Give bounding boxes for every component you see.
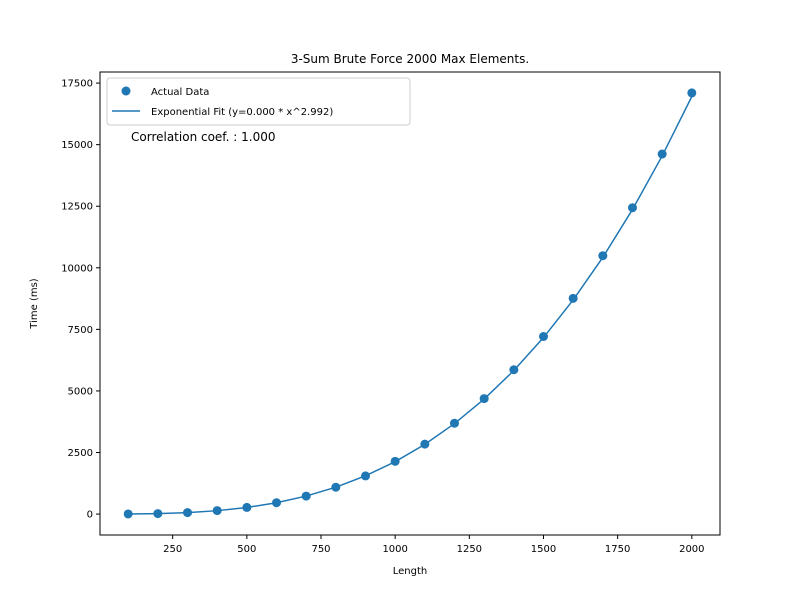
- data-point: [479, 394, 489, 404]
- x-tick-label: 1000: [382, 544, 407, 555]
- legend-frame: [106, 77, 411, 126]
- x-tick-label: 250: [163, 544, 182, 555]
- y-tick-label: 2500: [68, 448, 93, 459]
- data-point: [331, 482, 341, 492]
- data-point: [449, 418, 459, 428]
- y-tick-label: 17500: [61, 79, 93, 90]
- x-tick-label: 750: [311, 544, 330, 555]
- y-axis: 0 2500 5000 7500 10000 12500 15000 17500: [61, 79, 100, 521]
- data-point: [272, 498, 282, 508]
- data-point: [598, 251, 608, 261]
- legend-label-line: Exponential Fit (y=0.000 * x^2.992): [151, 107, 333, 118]
- data-point: [657, 149, 667, 159]
- x-axis: 250 500 750 1000 1250 1500 1750 2000: [163, 535, 705, 555]
- data-point: [212, 506, 222, 516]
- data-point: [687, 88, 697, 98]
- data-point: [568, 293, 578, 303]
- data-point: [390, 456, 400, 466]
- data-point: [361, 471, 371, 481]
- fit-line: [128, 96, 693, 515]
- x-tick-label: 2000: [679, 544, 704, 555]
- x-tick-label: 1500: [531, 544, 556, 555]
- correlation-annotation: Correlation coef. : 1.000: [131, 130, 276, 144]
- x-tick-label: 1750: [605, 544, 630, 555]
- data-point: [123, 509, 133, 519]
- y-tick-label: 12500: [61, 202, 93, 213]
- y-tick-label: 10000: [61, 263, 93, 274]
- plot-frame: [99, 71, 721, 536]
- chart-title: 3-Sum Brute Force 2000 Max Elements.: [291, 52, 529, 66]
- data-point: [153, 509, 163, 519]
- legend: Actual Data Exponential Fit (y=0.000 * x…: [106, 77, 411, 126]
- legend-marker-scatter: [121, 86, 131, 96]
- legend-label-scatter: Actual Data: [151, 87, 209, 98]
- y-tick-label: 5000: [68, 386, 93, 397]
- data-point: [420, 439, 430, 449]
- x-axis-label: Length: [393, 566, 428, 577]
- y-tick-label: 7500: [68, 325, 93, 336]
- x-tick-label: 1250: [457, 544, 482, 555]
- x-tick-label: 500: [237, 544, 256, 555]
- data-point: [183, 508, 193, 518]
- data-point: [509, 365, 519, 375]
- data-point: [627, 203, 637, 213]
- data-point: [538, 332, 548, 342]
- plot-area: [123, 88, 697, 519]
- data-point: [301, 491, 311, 501]
- y-tick-label: 15000: [61, 140, 93, 151]
- y-tick-label: 0: [87, 510, 93, 521]
- data-point: [242, 502, 252, 512]
- y-axis-label: Time (ms): [29, 278, 40, 330]
